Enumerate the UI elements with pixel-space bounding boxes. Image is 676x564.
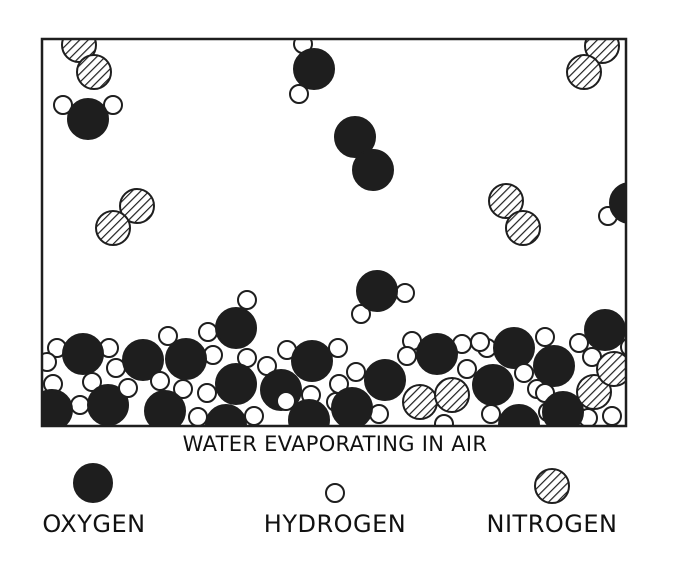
hydrogen-atom: [457, 359, 477, 379]
hydrogen-atom: [42, 352, 57, 372]
hydrogen-atom: [197, 383, 217, 403]
nitrogen-atom: [488, 183, 524, 219]
hydrogen-atom: [602, 406, 622, 426]
oxygen-atom: [144, 390, 186, 426]
oxygen-atom: [165, 338, 207, 380]
hydrogen-atom-icon: [325, 483, 345, 503]
hydrogen-atom: [118, 378, 138, 398]
hydrogen-atom: [535, 327, 555, 347]
oxygen-atom: [533, 345, 575, 387]
hydrogen-atom: [276, 391, 296, 411]
oxygen-atom: [493, 327, 535, 369]
oxygen-atom: [352, 149, 394, 191]
oxygen-atom: [67, 98, 109, 140]
hydrogen-atom: [514, 363, 534, 383]
hydrogen-atom: [346, 362, 366, 382]
oxygen-atom: [364, 359, 406, 401]
hydrogen-atom: [289, 84, 309, 104]
oxygen-atom: [293, 48, 335, 90]
nitrogen-atom: [434, 377, 470, 413]
nitrogen-atom: [576, 374, 612, 410]
hydrogen-atom: [70, 395, 90, 415]
oxygen-atom: [122, 339, 164, 381]
hydrogen-atom: [82, 372, 102, 392]
oxygen-atom-icon: [73, 463, 113, 503]
oxygen-atom: [331, 387, 373, 426]
hydrogen-atom: [569, 333, 589, 353]
nitrogen-atom: [76, 54, 112, 90]
hydrogen-atom: [395, 283, 415, 303]
hydrogen-atom: [434, 414, 454, 426]
hydrogen-atom: [470, 332, 490, 352]
nitrogen-atom: [402, 384, 438, 420]
hydrogen-atom: [631, 171, 649, 189]
oxygen-atom: [356, 270, 398, 312]
diagram-caption: WATER EVAPORATING IN AIR: [182, 432, 488, 456]
oxygen-atom: [215, 363, 257, 405]
oxygen-atom: [334, 116, 376, 158]
hydrogen-atom: [173, 379, 193, 399]
hydrogen-atom: [244, 406, 264, 426]
hydrogen-atom: [158, 326, 178, 346]
oxygen-atom: [288, 399, 330, 426]
oxygen-atom: [291, 340, 333, 382]
oxygen-atom: [416, 333, 458, 375]
oxygen-atom: [62, 333, 104, 375]
nitrogen-atom: [119, 188, 155, 224]
legend-label-oxygen: OXYGEN: [42, 510, 146, 538]
nitrogen-atom-icon: [534, 468, 570, 504]
legend-label-nitrogen: NITROGEN: [486, 510, 618, 538]
oxygen-atom: [609, 182, 626, 224]
legend-label-hydrogen: HYDROGEN: [263, 510, 407, 538]
nitrogen-atom: [505, 210, 541, 246]
hydrogen-atom: [150, 371, 170, 391]
container-box: [40, 37, 628, 428]
hydrogen-atom: [188, 407, 208, 426]
hydrogen-atom: [53, 95, 73, 115]
nitrogen-atom: [566, 54, 602, 90]
hydrogen-atom: [351, 304, 371, 324]
hydrogen-atom: [237, 290, 257, 310]
hydrogen-atom: [103, 95, 123, 115]
oxygen-atom: [42, 389, 73, 426]
hydrogen-atom: [198, 322, 218, 342]
molecule-layer: [42, 39, 649, 426]
nitrogen-atom: [95, 210, 131, 246]
hydrogen-atom: [397, 346, 417, 366]
nitrogen-atom: [596, 351, 626, 387]
oxygen-atom: [472, 364, 514, 406]
hydrogen-atom: [620, 337, 626, 357]
oxygen-atom: [215, 307, 257, 349]
hydrogen-atom: [481, 404, 501, 424]
oxygen-atom: [542, 391, 584, 426]
oxygen-atom: [584, 309, 626, 351]
hydrogen-atom: [328, 338, 348, 358]
